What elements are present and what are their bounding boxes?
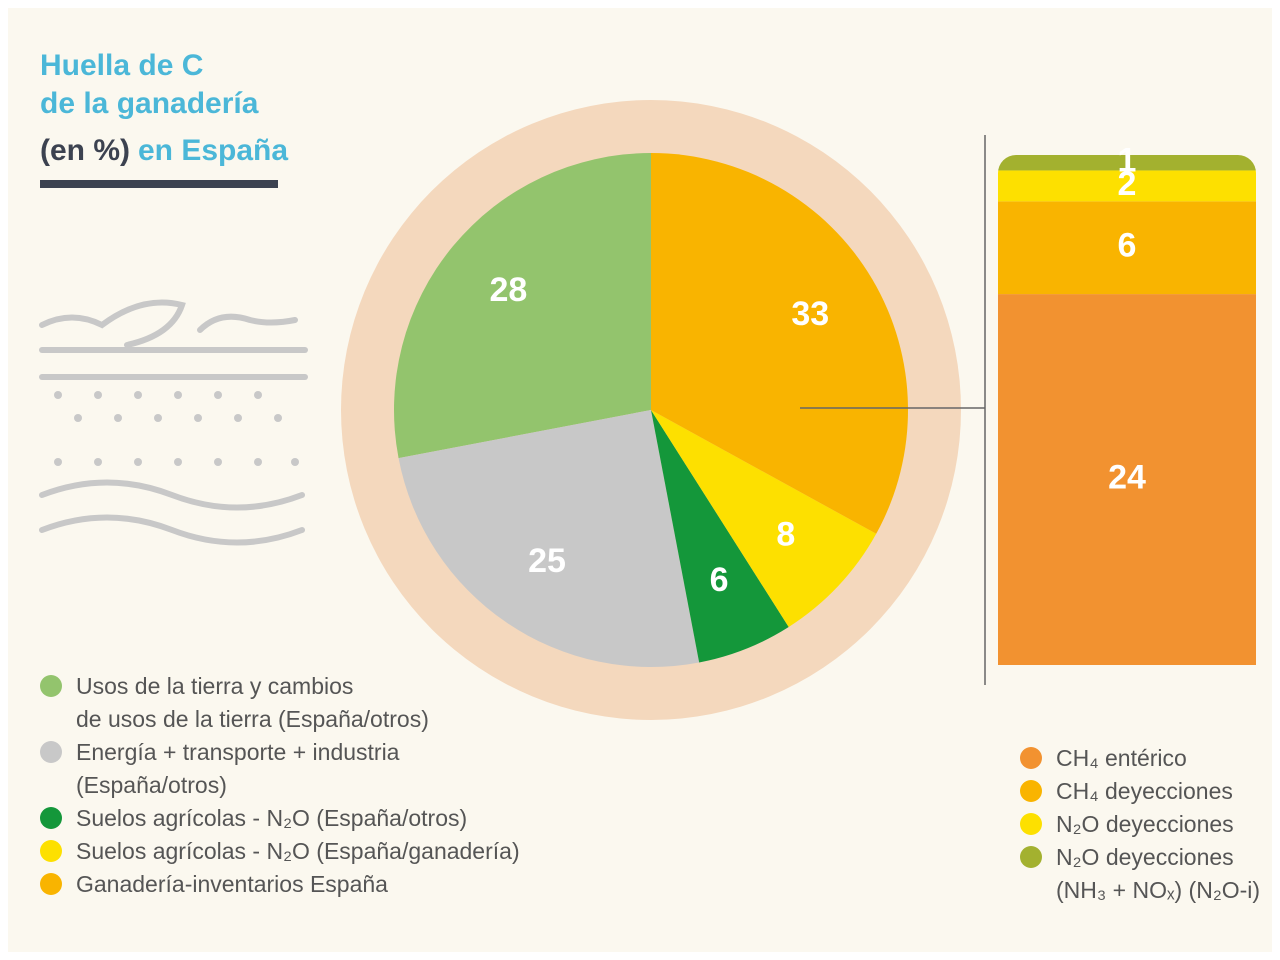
data-label: 6 — [710, 561, 729, 599]
dot — [291, 458, 299, 466]
title-part: (en %) — [40, 134, 130, 167]
legend-swatch — [40, 873, 62, 895]
dot — [74, 414, 82, 422]
dot — [154, 414, 162, 422]
data-label: 33 — [791, 295, 829, 333]
dot — [234, 414, 242, 422]
dot — [214, 391, 222, 399]
legend-label: CH₄ entérico — [1056, 745, 1187, 771]
dot — [94, 458, 102, 466]
legend-label: Usos de la tierra y cambios de usos de l… — [76, 673, 429, 732]
dot — [134, 391, 142, 399]
legend-label: Suelos agrícolas - N₂O (España/ganadería… — [76, 838, 520, 864]
legend-label: Energía + transporte + industria (España… — [76, 739, 400, 798]
legend-swatch — [40, 675, 62, 697]
legend-label: CH₄ deyecciones — [1056, 778, 1233, 804]
data-label: 8 — [776, 516, 795, 554]
legend-item: CH₄ entérico — [1020, 742, 1260, 775]
bar-legend: CH₄ entérico CH₄ deyecciones N₂O deyeccion… — [1020, 742, 1260, 907]
legend-swatch — [40, 840, 62, 862]
legend-swatch — [40, 807, 62, 829]
legend-swatch — [40, 741, 62, 763]
dot — [274, 414, 282, 422]
title-line: de la ganadería — [40, 87, 259, 120]
bar-labels: 24 6 21 — [1108, 142, 1146, 497]
dot — [254, 391, 262, 399]
bar-segment — [998, 155, 1256, 171]
legend-item: Usos de la tierra y cambios de usos de l… — [40, 670, 520, 736]
legend-item: Energía + transporte + industria (España… — [40, 736, 520, 802]
legend-label: N₂O deyecciones — [1056, 811, 1234, 837]
title-line: (en %) en España — [40, 134, 288, 167]
title-line: Huella de C — [40, 49, 203, 82]
data-label: 28 — [490, 271, 528, 309]
legend-item: Suelos agrícolas - N₂O (España/ganadería… — [40, 835, 520, 868]
data-label: 2 — [1118, 165, 1137, 203]
legend-label: Suelos agrícolas - N₂O (España/otros) — [76, 805, 468, 831]
dot — [134, 458, 142, 466]
soil-dots — [54, 391, 299, 466]
dot — [54, 391, 62, 399]
pie-legend: Usos de la tierra y cambios de usos de l… — [40, 670, 520, 901]
pie-slice — [398, 410, 700, 667]
bar-segment — [998, 201, 1256, 295]
title-rule — [40, 180, 278, 188]
data-label: 6 — [1118, 227, 1137, 265]
pie-slice — [651, 410, 789, 663]
legend-swatch — [1020, 813, 1042, 835]
legend-swatch — [1020, 780, 1042, 802]
bar-segment — [998, 170, 1256, 202]
legend-label: Ganadería-inventarios España — [76, 871, 388, 897]
dot — [174, 458, 182, 466]
title-part: en España — [138, 134, 288, 167]
dot — [194, 414, 202, 422]
legend-swatch — [1020, 747, 1042, 769]
data-label: 25 — [528, 542, 566, 580]
legend-item: N₂O deyecciones — [1020, 808, 1260, 841]
dot — [94, 391, 102, 399]
bar-segment — [998, 294, 1256, 665]
pie-slice — [651, 153, 908, 534]
dot — [254, 458, 262, 466]
dot — [114, 414, 122, 422]
dot — [54, 458, 62, 466]
stacked-bar — [998, 155, 1256, 665]
dot — [214, 458, 222, 466]
legend-item: Suelos agrícolas - N₂O (España/otros) — [40, 802, 520, 835]
dot — [174, 391, 182, 399]
soil-icon — [39, 299, 308, 546]
legend-item: CH₄ deyecciones — [1020, 775, 1260, 808]
data-label: 24 — [1108, 459, 1146, 497]
legend-label: N₂O deyecciones (NH₃ + NOₓ) (N₂O-i) — [1056, 844, 1261, 903]
pie-slice — [651, 410, 877, 627]
legend-item: Ganadería-inventarios España — [40, 868, 520, 901]
pie-slice — [393, 153, 651, 459]
pie: 28 25 6 8 33 — [393, 153, 908, 667]
legend-item: N₂O deyecciones (NH₃ + NOₓ) (N₂O-i) — [1020, 841, 1260, 907]
data-label: 1 — [1118, 142, 1137, 180]
legend-swatch — [1020, 846, 1042, 868]
